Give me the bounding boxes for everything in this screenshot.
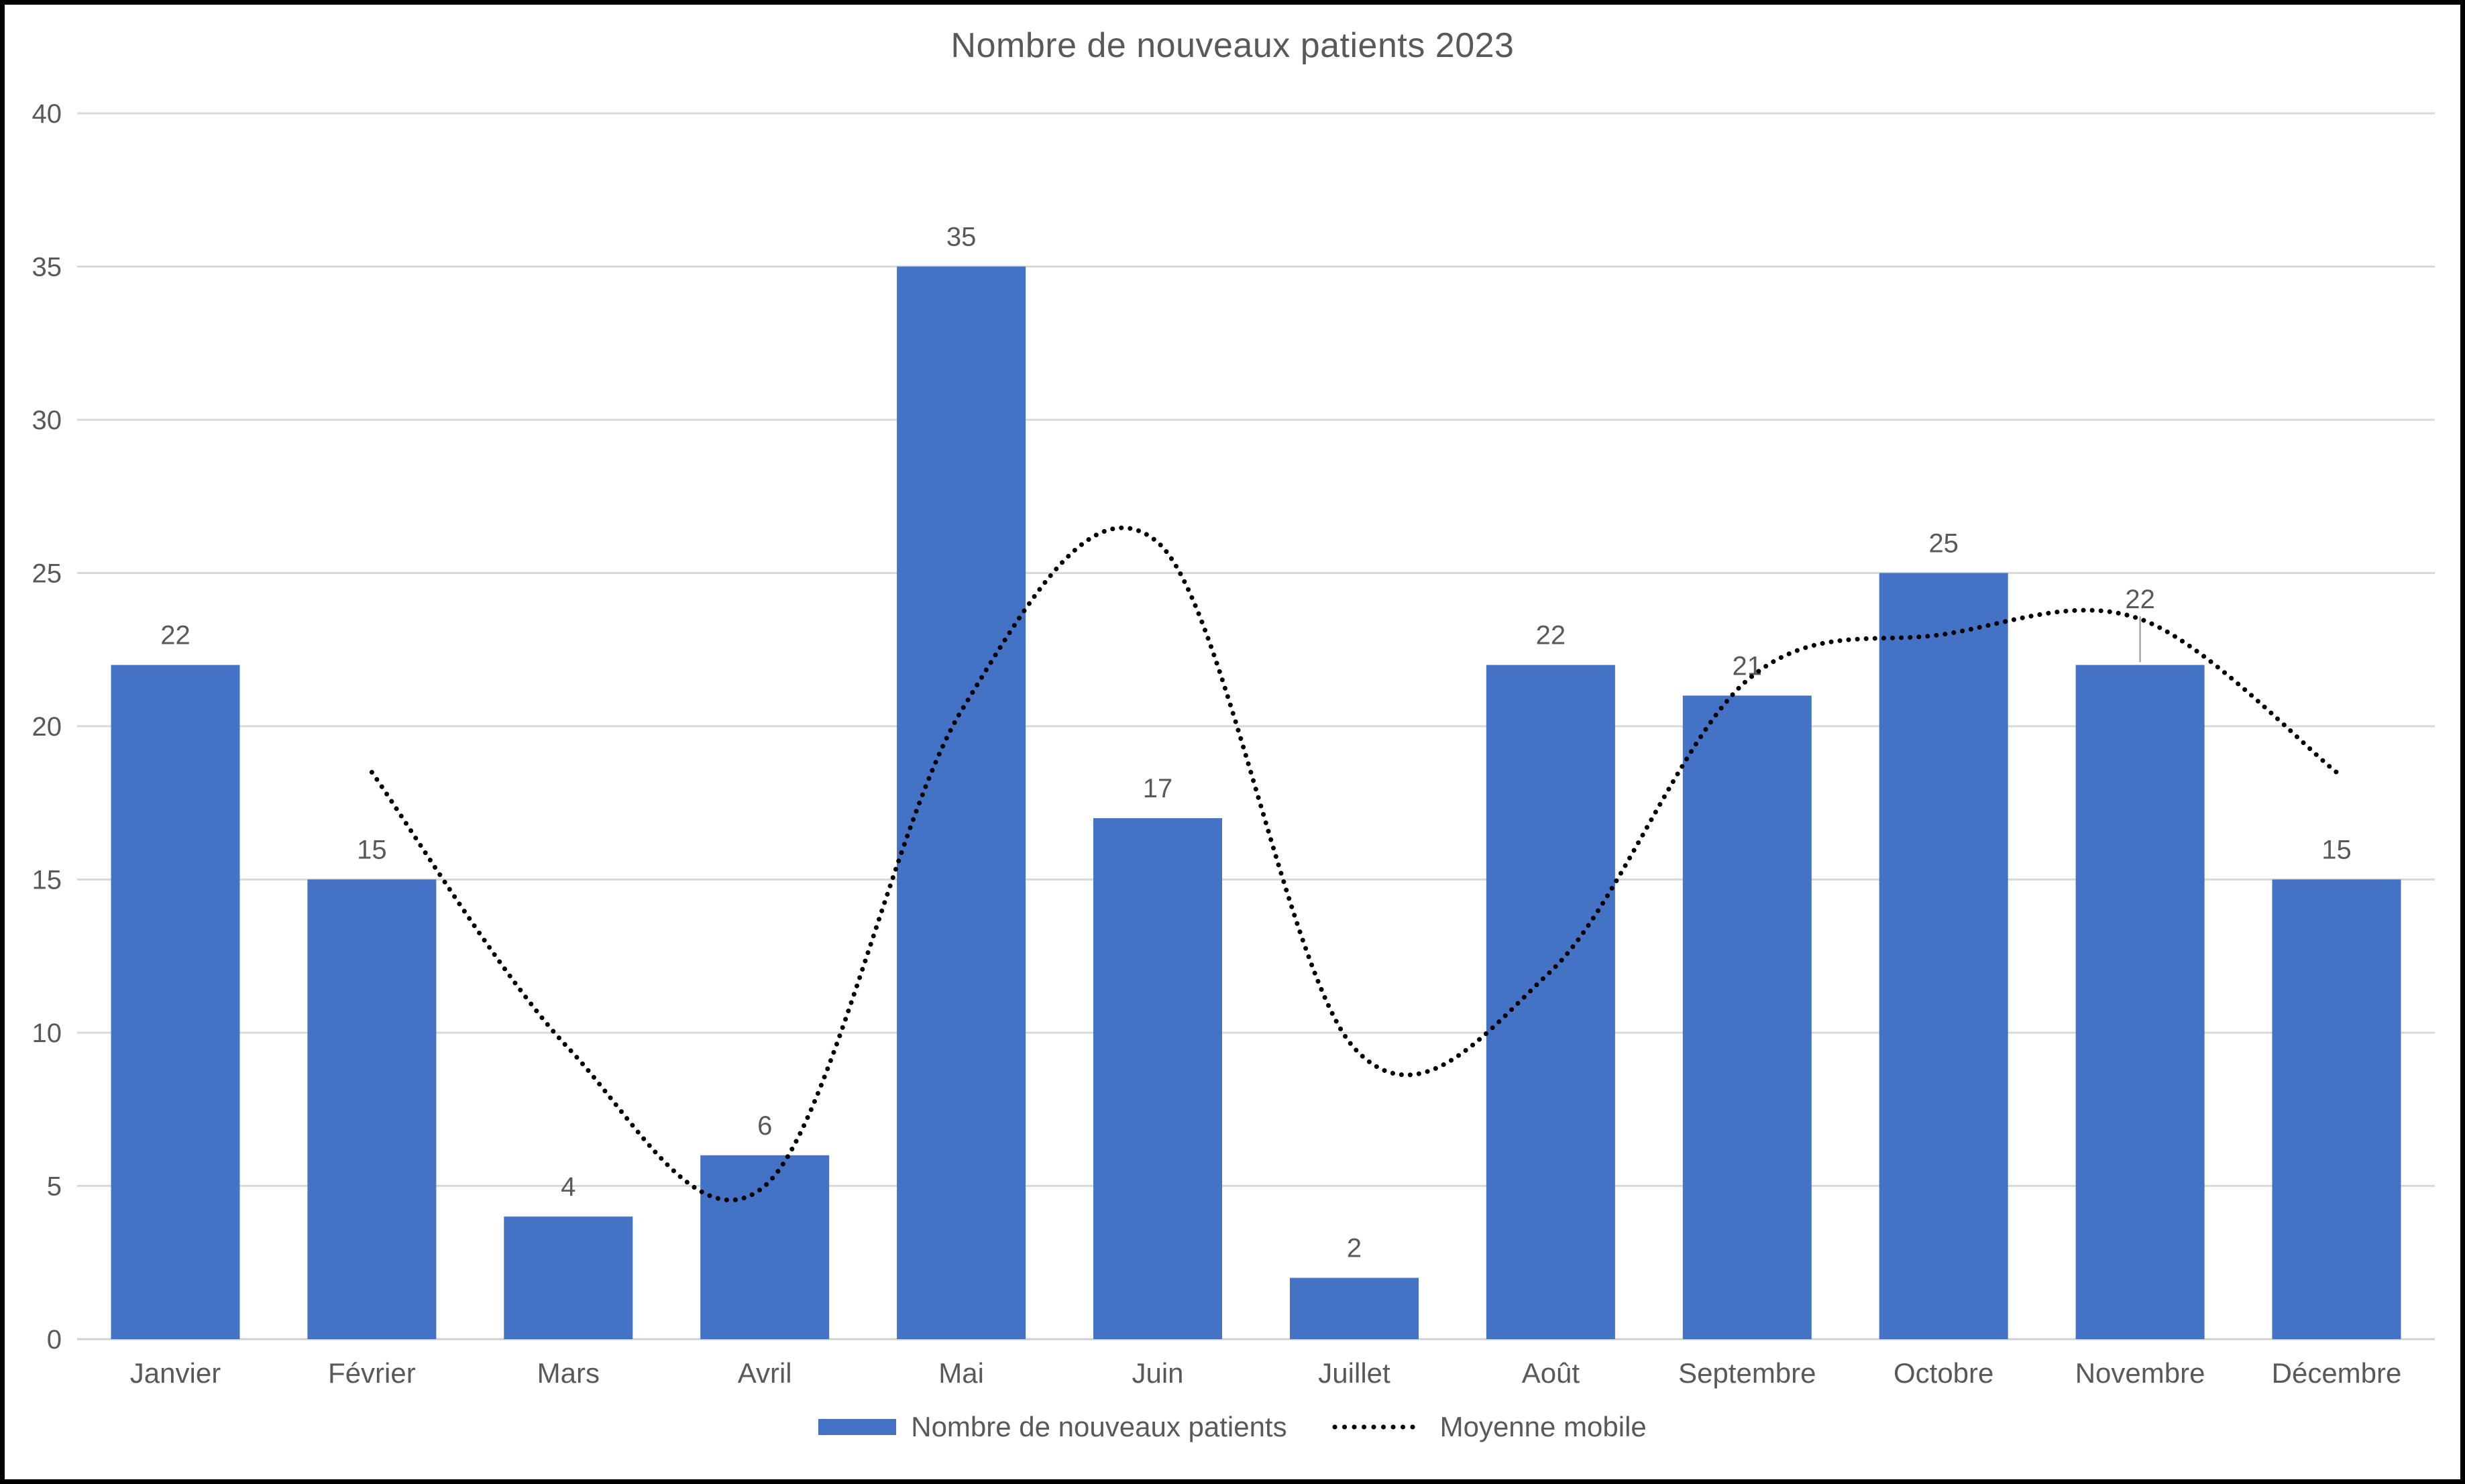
bar-mars [504, 1216, 633, 1339]
bar-août [1486, 665, 1615, 1339]
bar-septembre [1682, 695, 1812, 1339]
x-axis-label: Mars [537, 1357, 600, 1389]
y-tick-label: 15 [32, 866, 62, 895]
bar-juillet [1290, 1277, 1419, 1339]
bar-value-label: 4 [561, 1172, 576, 1202]
bar-juin [1093, 818, 1222, 1339]
bar-novembre [2075, 665, 2205, 1339]
bar-décembre [2272, 879, 2401, 1339]
legend-label: Nombre de nouveaux patients [911, 1411, 1287, 1442]
bar-value-label: 35 [946, 223, 977, 252]
x-axis-label: Février [328, 1357, 416, 1389]
bar-octobre [1879, 573, 2008, 1339]
bar-value-label: 15 [2321, 836, 2352, 865]
bar-value-label: 21 [1733, 651, 1763, 681]
y-tick-label: 40 [32, 99, 62, 129]
legend-item-bars: Nombre de nouveaux patients [818, 1411, 1287, 1443]
x-axis-label: Octobre [1894, 1357, 1993, 1389]
x-axis-label: Juin [1132, 1357, 1183, 1389]
x-axis-label: Août [1522, 1357, 1580, 1389]
bar-janvier [111, 665, 240, 1339]
x-axis-label: Juillet [1318, 1357, 1390, 1389]
legend-item-moving-average: Moyenne mobile [1331, 1411, 1647, 1443]
y-tick-label: 30 [32, 406, 62, 435]
x-axis-label: Novembre [2075, 1357, 2205, 1389]
bar-value-label: 6 [757, 1111, 772, 1141]
chart-title: Nombre de nouveaux patients 2023 [950, 26, 1515, 65]
bar-value-label: 22 [1536, 621, 1566, 650]
x-axis-label: Septembre [1678, 1357, 1816, 1389]
x-axis-label: Mai [938, 1357, 984, 1389]
moving-average-line [369, 525, 2339, 1203]
bar-mai [897, 266, 1026, 1339]
legend-dotted-line-sample [1332, 1424, 1425, 1430]
bar-value-label: 25 [1928, 529, 1959, 559]
legend: Nombre de nouveaux patients Moyenne mobil… [0, 1411, 2465, 1443]
bar-value-label: 2 [1347, 1234, 1362, 1263]
y-tick-label: 5 [47, 1172, 62, 1202]
y-tick-label: 35 [32, 253, 62, 282]
y-tick-label: 10 [32, 1019, 62, 1048]
y-tick-label: 0 [47, 1325, 62, 1355]
y-tick-label: 20 [32, 712, 62, 742]
x-axis-label: Janvier [130, 1357, 221, 1389]
legend-label: Moyenne mobile [1439, 1411, 1647, 1442]
bar-value-label: 22 [2125, 585, 2155, 614]
y-tick-label: 25 [32, 559, 62, 589]
x-axis-label: Décembre [2272, 1357, 2402, 1389]
bar-value-label: 22 [160, 621, 190, 650]
legend-bar-swatch [818, 1419, 897, 1435]
bar-value-label: 15 [357, 836, 387, 865]
bar-février [307, 879, 437, 1339]
x-axis-label: Avril [738, 1357, 792, 1389]
bar-value-label: 17 [1143, 774, 1173, 803]
